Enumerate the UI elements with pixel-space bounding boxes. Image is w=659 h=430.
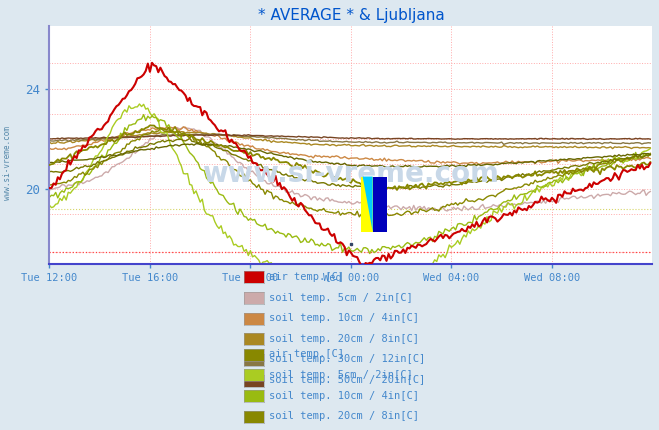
Title: * AVERAGE * & Ljubljana: * AVERAGE * & Ljubljana (258, 8, 444, 23)
Text: soil temp. 20cm / 8in[C]: soil temp. 20cm / 8in[C] (269, 334, 419, 344)
Bar (373, 177, 387, 232)
Text: soil temp. 50cm / 20in[C]: soil temp. 50cm / 20in[C] (269, 375, 425, 385)
Text: www.si-vreme.com: www.si-vreme.com (202, 160, 500, 188)
Text: air temp.[C]: air temp.[C] (269, 349, 344, 359)
Text: soil temp. 5cm / 2in[C]: soil temp. 5cm / 2in[C] (269, 292, 413, 303)
Text: soil temp. 10cm / 4in[C]: soil temp. 10cm / 4in[C] (269, 313, 419, 323)
Text: soil temp. 5cm / 2in[C]: soil temp. 5cm / 2in[C] (269, 370, 413, 380)
Text: www.si-vreme.com: www.si-vreme.com (3, 126, 13, 200)
Text: soil temp. 10cm / 4in[C]: soil temp. 10cm / 4in[C] (269, 390, 419, 401)
Polygon shape (362, 177, 373, 232)
Text: air temp.[C]: air temp.[C] (269, 272, 344, 282)
Text: soil temp. 30cm / 12in[C]: soil temp. 30cm / 12in[C] (269, 354, 425, 365)
Text: soil temp. 20cm / 8in[C]: soil temp. 20cm / 8in[C] (269, 411, 419, 421)
Bar (361, 177, 373, 232)
